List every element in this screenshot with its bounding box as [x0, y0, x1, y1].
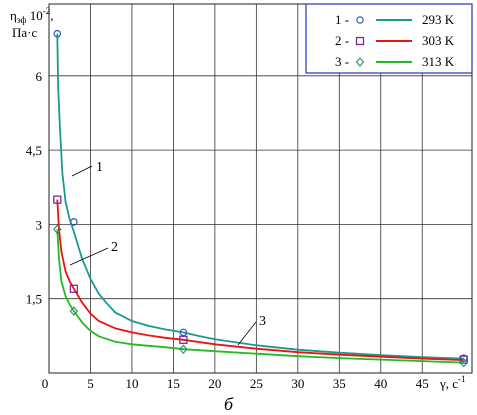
- x-tick-label: 40: [374, 376, 387, 391]
- curve-label-leader: [71, 165, 93, 177]
- grid: [49, 4, 472, 373]
- diamond-marker: [459, 357, 468, 368]
- curve-label-1: 1: [96, 160, 103, 175]
- legend: 1 - 293 K 2 - 303 K 3 - 313 K: [305, 3, 473, 74]
- x-tick-label: 25: [250, 376, 263, 391]
- diamond-marker: [53, 224, 62, 235]
- x-tick-label: 20: [208, 376, 221, 391]
- x-tick-label: 5: [87, 376, 94, 391]
- y-tick-label: 4,5: [26, 143, 42, 158]
- legend-label: 303 K: [422, 33, 455, 48]
- y-axis-label: ηэф 10-2,: [10, 6, 53, 25]
- series-line-1: [56, 33, 464, 360]
- circle-marker: [356, 16, 364, 24]
- circle-marker: [70, 218, 78, 226]
- x-tick-label: 15: [167, 376, 180, 391]
- legend-entry-1: 1 - 293 K: [335, 12, 455, 27]
- series-1: [53, 29, 468, 362]
- figure-caption: б: [224, 394, 234, 414]
- y-tick-label: 3: [36, 217, 43, 232]
- square-marker: [53, 195, 62, 204]
- curve-labels: 1 2 3: [69, 160, 266, 346]
- x-tick-label: 35: [333, 376, 346, 391]
- y-tick-label: 6: [36, 69, 43, 84]
- x-axis-label: γ, с-1: [439, 374, 466, 391]
- series-line-2: [56, 199, 464, 361]
- diamond-marker: [69, 306, 79, 316]
- legend-number: 1 -: [335, 12, 349, 27]
- curve-label-3: 3: [259, 314, 266, 329]
- square-marker: [69, 284, 79, 293]
- diamond-marker: [355, 57, 365, 67]
- plot-frame: [48, 3, 473, 374]
- legend-entry-2: 2 - 303 K: [335, 33, 455, 48]
- x-tick-label: 0: [42, 376, 49, 391]
- diamond-marker: [179, 344, 188, 355]
- legend-label: 293 K: [422, 12, 455, 27]
- y-tick-label: 1,5: [26, 292, 42, 307]
- x-tick-label: 45: [416, 376, 429, 391]
- series-3: [53, 224, 468, 368]
- curve-label-leader: [237, 321, 257, 346]
- circle-marker: [179, 328, 188, 337]
- square-marker: [355, 36, 365, 46]
- tick-labels: 0 5 10 15 20 25 30 35 40 45 1,5 3 4,5 6: [26, 69, 429, 391]
- circle-marker: [53, 29, 62, 38]
- curve-label-leader: [69, 247, 109, 266]
- square-marker: [459, 355, 468, 364]
- series-group: [53, 29, 468, 368]
- x-tick-label: 30: [291, 376, 304, 391]
- legend-number: 3 -: [335, 54, 349, 69]
- legend-label: 313 K: [422, 54, 455, 69]
- x-tick-label: 10: [125, 376, 138, 391]
- legend-number: 2 -: [335, 33, 349, 48]
- y-axis-label-units: Па·с: [12, 25, 37, 40]
- series-line-3: [56, 229, 464, 364]
- square-marker: [179, 335, 188, 344]
- legend-entry-3: 3 - 313 K: [335, 54, 455, 69]
- curve-label-2: 2: [111, 240, 118, 255]
- series-2: [53, 195, 468, 364]
